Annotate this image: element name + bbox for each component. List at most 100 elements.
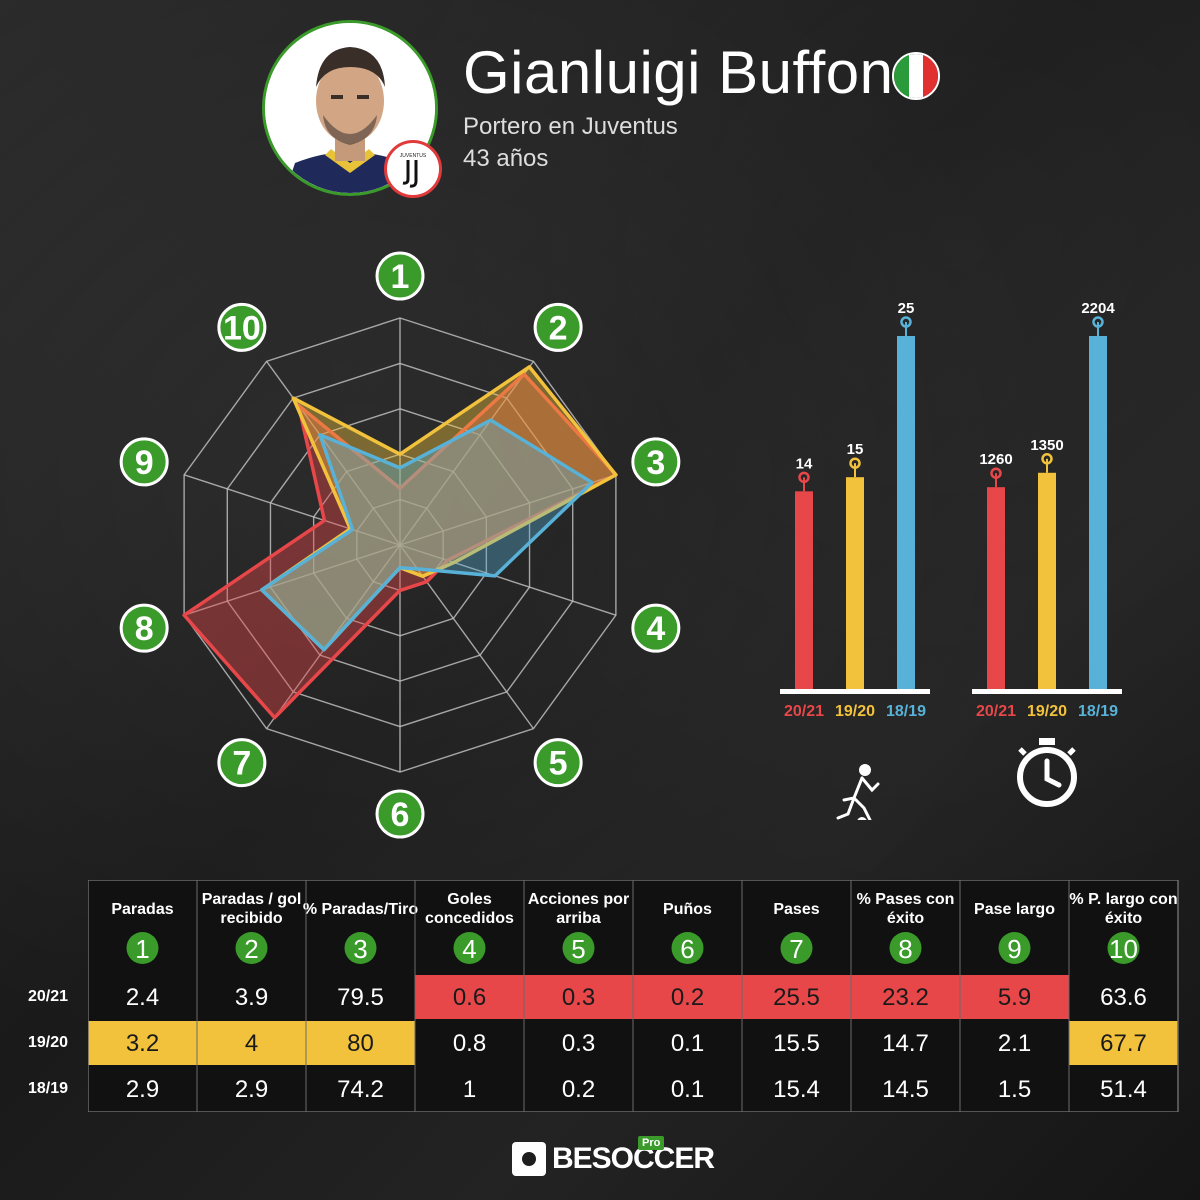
bar-value-label: 2204: [1081, 300, 1115, 317]
axis-badge: [217, 738, 267, 788]
table-cell: 3.9: [235, 984, 268, 1011]
cell-highlight: [742, 975, 851, 1019]
icon-button: [1018, 747, 1027, 756]
table-cell: 2.9: [126, 1076, 159, 1103]
bar: [987, 487, 1005, 689]
brand-name: BESOCCER: [552, 1142, 715, 1175]
icon-arm: [860, 776, 880, 793]
column-badge: [1107, 932, 1140, 964]
table-cell: 23.2: [882, 984, 929, 1011]
radar-axis-label-5: 5: [533, 738, 583, 788]
brand-tag: Pro: [638, 1136, 665, 1150]
table-cell: 25.5: [773, 984, 820, 1011]
column-badge: [126, 932, 159, 964]
table-cell: 0.3: [562, 984, 595, 1011]
column-badge: [889, 932, 922, 964]
radar-axis-label-7: 7: [217, 738, 267, 788]
radar-series-18-19: [260, 418, 594, 652]
bar-pin-head: [849, 457, 861, 469]
table-header-7: Pases 7: [773, 901, 820, 964]
table-border: [88, 880, 1179, 1112]
radar-spoke: [399, 360, 534, 546]
table-cell: 1.5: [998, 1076, 1031, 1103]
table-row: 2.4 3.9 79.5 0.6 0.3 0.2 25.5 23.2 5.9 63.6: [126, 975, 1147, 1019]
table-cell: 4: [245, 1030, 258, 1057]
column-number: 2: [244, 934, 258, 964]
radar-spoke: [183, 544, 401, 616]
axis-badge: [119, 437, 169, 487]
column-badge: [780, 932, 813, 964]
table-cell: 2.4: [126, 984, 159, 1011]
bar: [1089, 336, 1107, 689]
bar-value-label: 15: [847, 441, 864, 458]
column-number: 6: [680, 934, 694, 964]
column-number: 9: [1007, 934, 1021, 964]
cell-highlight: [197, 1021, 306, 1065]
radar-axis-label-9: 9: [119, 437, 169, 487]
table-cell: 14.5: [882, 1076, 929, 1103]
axis-number: 7: [232, 745, 251, 783]
column-label: concedidos: [425, 910, 514, 927]
radar-spoke: [399, 474, 617, 546]
column-badge: [344, 932, 377, 964]
table-header-5: Acciones por arriba 5: [528, 891, 629, 964]
column-label: éxito: [887, 910, 925, 927]
table-cell: 0.6: [453, 984, 486, 1011]
cell-highlight: [1069, 1021, 1178, 1065]
table-cell: 1: [463, 1076, 476, 1103]
bar: [795, 491, 813, 689]
bar-pin-head: [990, 467, 1002, 479]
stopwatch-icon: [1017, 738, 1077, 807]
column-label: arriba: [556, 910, 601, 927]
cell-highlight: [524, 975, 633, 1019]
bar-value-label: 1350: [1030, 437, 1063, 454]
bar-pin-head: [1041, 453, 1053, 465]
table-cell: 51.4: [1100, 1076, 1147, 1103]
table-cell: 15.4: [773, 1076, 820, 1103]
radar-axis-label-6: 6: [375, 789, 425, 839]
column-label: % Paradas/Tiro: [303, 901, 419, 918]
bar-value-label: 25: [898, 300, 915, 317]
column-label: % Pases con: [857, 891, 955, 908]
cell-highlight: [851, 975, 960, 1019]
column-number: 1: [135, 934, 149, 964]
radar-spoke: [266, 544, 401, 730]
player-age: 43 años: [463, 145, 549, 172]
radar-chart: 1 2 3 4 5 6 7 8 9 10: [100, 240, 700, 860]
column-badge: [562, 932, 595, 964]
cell-highlight: [633, 975, 742, 1019]
table-cell: 0.1: [671, 1076, 704, 1103]
player-header: JUVENTUS Gianluigi Buffon Portero en Juv…: [0, 0, 1200, 220]
radar-spoke: [399, 544, 617, 616]
table-cell: 2.1: [998, 1030, 1031, 1057]
table-header-9: Pase largo 9: [974, 901, 1055, 964]
bar-category-label: 18/19: [1078, 703, 1118, 720]
column-label: Pase largo: [974, 901, 1055, 918]
italy-flag-icon: [892, 52, 940, 100]
icon-leg1: [836, 796, 856, 820]
table-cell: 80: [347, 1030, 374, 1057]
axis-badge: [375, 789, 425, 839]
bar-pin-head: [798, 471, 810, 484]
column-number: 8: [898, 934, 912, 964]
stats-table: Paradas 1 Paradas / gol recibido 2 % Paradas/…: [88, 880, 1180, 1112]
column-label: Acciones por: [528, 891, 629, 908]
icon-hands: [1044, 758, 1062, 788]
icon-head: [859, 764, 871, 776]
table-cell: 63.6: [1100, 984, 1147, 1011]
table-header-1: Paradas 1: [111, 901, 174, 964]
table-header-6: Puños 6: [663, 901, 712, 964]
radar-axis-label-8: 8: [119, 603, 169, 653]
table-row-season-label: 18/19: [28, 1080, 69, 1097]
axis-badge: [631, 437, 681, 487]
axis-badge: [119, 603, 169, 653]
column-number: 10: [1109, 934, 1138, 964]
table-cell: 0.8: [453, 1030, 486, 1057]
axis-number: 9: [135, 444, 154, 482]
radar-axis-label-3: 3: [631, 437, 681, 487]
bar-category-label: 18/19: [886, 703, 926, 720]
table-header-2: Paradas / gol recibido 2: [202, 891, 301, 964]
column-label: éxito: [1105, 910, 1143, 927]
table-row-season-label: 20/21: [28, 988, 69, 1005]
bar-category-label: 19/20: [1027, 703, 1067, 720]
